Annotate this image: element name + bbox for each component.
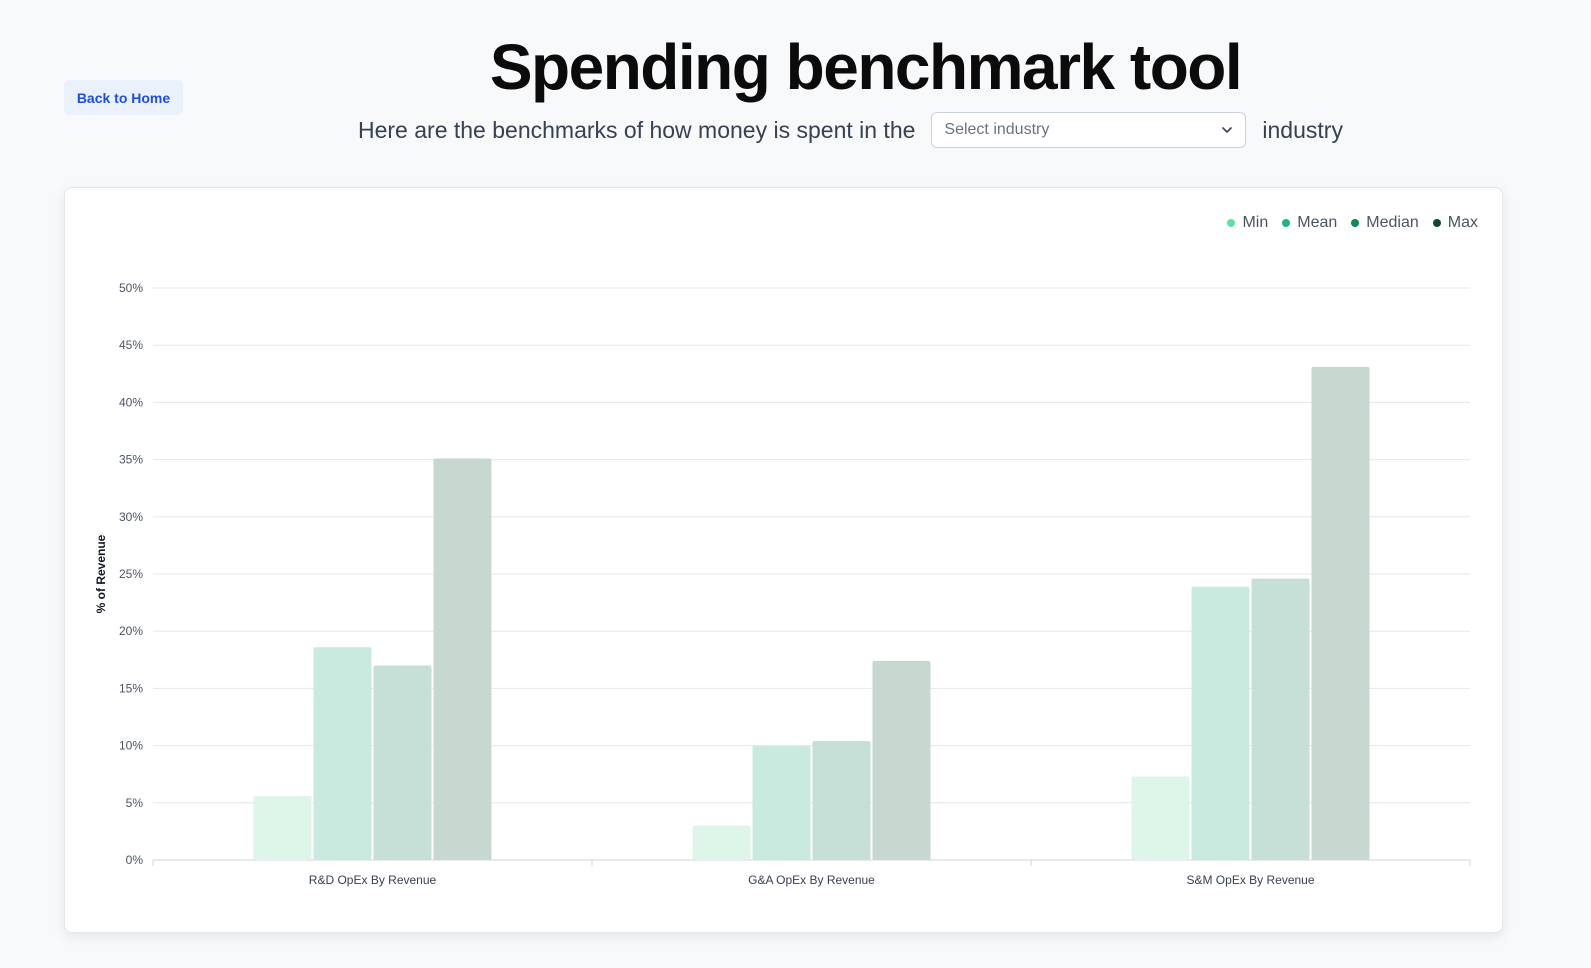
page-title: Spending benchmark tool bbox=[489, 31, 1243, 103]
x-tick-label: G&A OpEx By Revenue bbox=[748, 873, 875, 887]
y-tick-label: 45% bbox=[119, 338, 143, 352]
bar-mean bbox=[1191, 586, 1250, 860]
bar-median bbox=[1251, 578, 1310, 860]
legend-item-mean[interactable]: Mean bbox=[1282, 214, 1337, 232]
legend-item-median[interactable]: Median bbox=[1351, 214, 1419, 232]
chart-legend: Min Mean Median Max bbox=[1227, 214, 1478, 232]
bar-max bbox=[433, 458, 492, 860]
y-tick-label: 20% bbox=[119, 624, 143, 638]
legend-label: Max bbox=[1447, 214, 1478, 231]
bar-max bbox=[1311, 366, 1370, 860]
bar-max bbox=[872, 660, 931, 860]
bar-mean bbox=[752, 745, 811, 860]
subtitle-row: Here are the benchmarks of how money is … bbox=[358, 112, 1343, 148]
back-to-home-button[interactable]: Back to Home bbox=[64, 80, 183, 115]
legend-dot-icon bbox=[1282, 219, 1291, 227]
y-tick-label: 15% bbox=[119, 681, 143, 695]
legend-item-min[interactable]: Min bbox=[1227, 214, 1268, 232]
bar-mean bbox=[313, 647, 372, 860]
chevron-down-icon bbox=[1222, 127, 1233, 133]
bar-median bbox=[812, 741, 871, 860]
legend-label: Median bbox=[1366, 214, 1419, 231]
industry-select-placeholder: Select industry bbox=[944, 121, 1050, 138]
y-tick-label: 10% bbox=[119, 739, 143, 753]
y-tick-label: 40% bbox=[119, 395, 143, 409]
y-tick-label: 35% bbox=[119, 453, 143, 467]
legend-dot-icon bbox=[1227, 219, 1236, 227]
bar-median bbox=[373, 665, 432, 860]
bar-min bbox=[692, 825, 751, 860]
y-axis-label: % of Revenue bbox=[94, 534, 108, 613]
legend-label: Mean bbox=[1297, 214, 1338, 231]
legend-item-max[interactable]: Max bbox=[1432, 214, 1478, 232]
subtitle-suffix: industry bbox=[1262, 116, 1343, 143]
legend-label: Min bbox=[1242, 214, 1269, 231]
bar-min bbox=[253, 795, 312, 860]
y-tick-label: 5% bbox=[126, 796, 144, 810]
subtitle-prefix: Here are the benchmarks of how money is … bbox=[358, 116, 916, 143]
y-tick-label: 50% bbox=[119, 281, 143, 295]
x-tick-label: R&D OpEx By Revenue bbox=[309, 873, 437, 887]
legend-dot-icon bbox=[1432, 219, 1441, 227]
y-tick-label: 0% bbox=[126, 853, 144, 867]
chart-card: 0% 5% 10% 15% 20% 25% 30% 35% 40% 45% 50% % of Reve… bbox=[64, 187, 1503, 933]
y-tick-label: 30% bbox=[119, 510, 143, 524]
y-tick-label: 25% bbox=[119, 567, 143, 581]
bar-chart: 0% 5% 10% 15% 20% 25% 30% 35% 40% 45% 50% % of Reve… bbox=[94, 281, 1471, 887]
legend-dot-icon bbox=[1351, 219, 1360, 227]
x-tick-label: S&M OpEx By Revenue bbox=[1186, 873, 1314, 887]
bar-min bbox=[1131, 776, 1190, 860]
industry-select[interactable]: Select industry bbox=[931, 112, 1247, 148]
